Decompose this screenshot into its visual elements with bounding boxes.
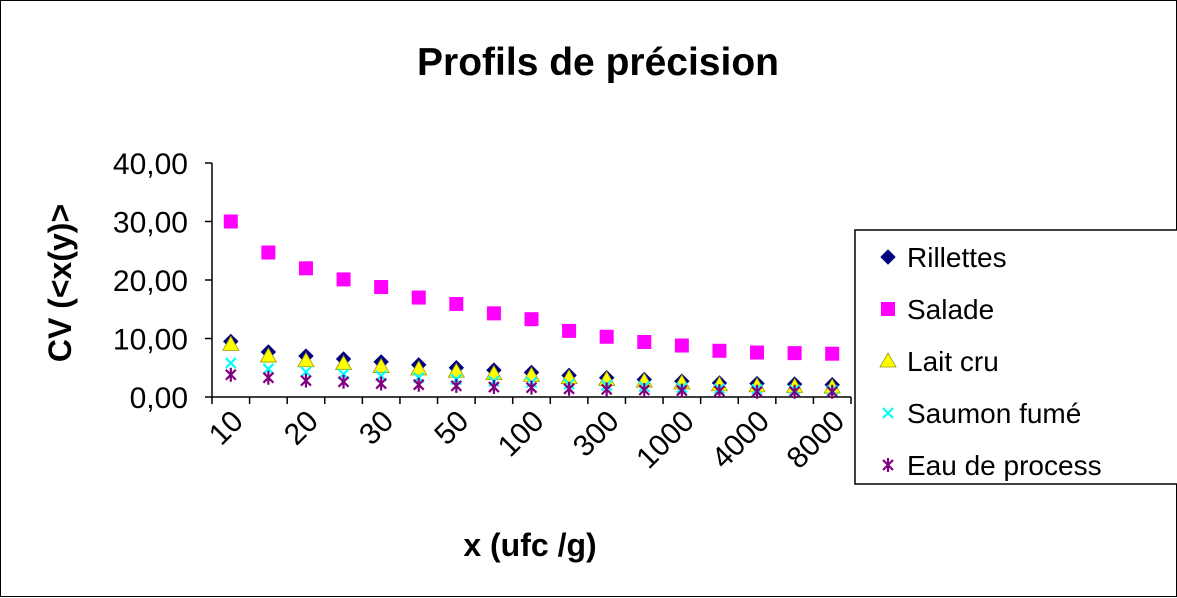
legend: Rillettes Salade Lait cru Saumon fumé Eau de… <box>879 242 1102 481</box>
y-tick-label: 40,00 <box>113 148 188 181</box>
point-salade <box>524 312 539 327</box>
point-saumon-fume <box>300 366 312 378</box>
point-salade <box>825 346 840 361</box>
x-axis-title: x (ufc /g) <box>463 527 596 563</box>
point-eau-de-process <box>225 367 237 382</box>
x-tick-label: 300 <box>567 405 626 464</box>
point-eau-de-process <box>751 384 763 399</box>
point-eau-de-process <box>300 373 312 388</box>
y-tick-label: 10,00 <box>113 324 188 357</box>
legend-label-salade: Salade <box>907 294 994 325</box>
point-salade <box>223 214 238 229</box>
point-eau-de-process <box>262 370 275 385</box>
point-eau-de-process <box>488 380 500 395</box>
point-eau-de-process <box>450 378 463 393</box>
point-salade <box>374 280 389 295</box>
legend-marker-salade <box>881 302 895 316</box>
point-salade <box>486 306 501 321</box>
point-lait-cru <box>410 360 428 376</box>
point-saumon-fume <box>225 357 237 369</box>
point-salade <box>449 296 464 311</box>
x-tick-label: 20 <box>278 405 325 452</box>
point-lait-cru <box>259 347 278 363</box>
x-tick-label: 100 <box>492 405 551 464</box>
legend-marker-rillettes <box>880 249 896 265</box>
point-saumon-fume <box>262 363 275 375</box>
point-lait-cru <box>222 335 240 351</box>
x-tick-label: 4000 <box>705 405 776 476</box>
point-lait-cru <box>485 364 503 381</box>
y-tick-label: 20,00 <box>113 265 188 298</box>
point-salade <box>336 272 351 287</box>
point-eau-de-process <box>563 381 575 396</box>
x-ticks: 10 20 30 50 100 300 1000 4000 8000 <box>203 397 852 476</box>
point-salade <box>674 338 689 353</box>
point-lait-cru <box>334 354 353 371</box>
point-salade <box>261 245 276 260</box>
point-lait-cru <box>447 362 466 378</box>
point-eau-de-process <box>826 384 838 399</box>
point-eau-de-process <box>412 377 425 392</box>
point-salade <box>750 345 765 360</box>
point-eau-de-process <box>525 380 538 395</box>
legend-marker-lait-cru <box>879 352 897 368</box>
point-salade <box>787 346 802 361</box>
point-eau-de-process <box>600 382 613 397</box>
point-salade <box>562 323 577 338</box>
point-eau-de-process <box>375 376 387 391</box>
legend-label-eau-de-process: Eau de process <box>907 450 1102 481</box>
legend-marker-eau-de-process <box>882 458 894 472</box>
x-tick-label: 50 <box>428 405 475 452</box>
point-eau-de-process <box>638 382 651 397</box>
point-salade <box>411 290 426 305</box>
point-lait-cru <box>297 351 315 368</box>
legend-label-lait-cru: Lait cru <box>907 346 999 377</box>
legend-box <box>854 229 1177 485</box>
point-eau-de-process <box>713 384 726 399</box>
point-salade <box>637 335 652 350</box>
legend-label-saumon-fume: Saumon fumé <box>907 398 1081 429</box>
legend-label-rillettes: Rillettes <box>907 242 1007 273</box>
point-eau-de-process <box>676 383 688 398</box>
point-lait-cru <box>372 357 390 373</box>
x-tick-label: 1000 <box>630 405 701 476</box>
y-axis-title: CV (<x(y)> <box>42 204 78 362</box>
point-salade <box>599 329 614 344</box>
y-ticks: 0,00 10,00 20,00 30,00 40,00 <box>113 148 212 415</box>
data-points <box>222 214 841 399</box>
x-tick-label: 30 <box>353 405 400 452</box>
point-eau-de-process <box>788 384 801 399</box>
point-eau-de-process <box>337 374 350 389</box>
x-tick-label: 8000 <box>781 405 852 476</box>
y-tick-label: 0,00 <box>130 382 188 415</box>
x-tick-label: 10 <box>203 405 250 452</box>
point-salade <box>298 261 313 276</box>
y-tick-label: 30,00 <box>113 207 188 240</box>
point-salade <box>712 343 727 358</box>
chart-title: Profils de précision <box>417 41 779 84</box>
legend-marker-saumon-fume <box>882 407 894 419</box>
